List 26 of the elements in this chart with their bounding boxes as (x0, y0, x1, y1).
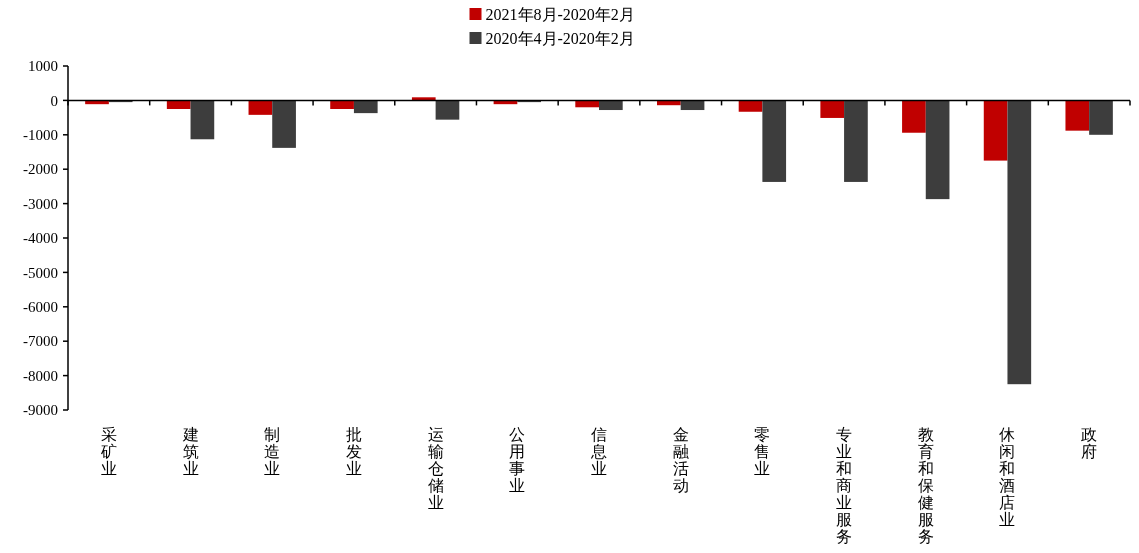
legend-label: 2021年8月-2020年2月 (485, 5, 635, 23)
y-tick-label: -9000 (23, 402, 58, 419)
y-tick-label: -2000 (23, 161, 58, 178)
y-tick-label: -1000 (23, 127, 58, 144)
x-tick-label: 专业和商业服务 (836, 426, 853, 545)
x-tick-label: 政府 (1081, 426, 1098, 460)
x-tick-label: 教育和保健服务 (917, 426, 934, 545)
x-tick-label: 休闲和酒店业 (999, 426, 1016, 528)
y-tick-label: 0 (50, 92, 58, 109)
x-tick-label: 信息业 (590, 426, 607, 477)
y-tick-label: -7000 (23, 333, 58, 350)
x-tick-label: 金融活动 (672, 426, 689, 494)
x-tick-label: 建筑业 (181, 426, 199, 477)
y-tick-label: -3000 (23, 195, 58, 212)
y-tick-label: -6000 (23, 299, 58, 316)
legend-label: 2020年4月-2020年2月 (485, 29, 635, 47)
x-tick-label: 运输仓储业 (427, 426, 444, 511)
x-tick-label: 采矿业 (99, 426, 117, 477)
x-tick-label: 制造业 (264, 426, 281, 477)
x-tick-label: 公用事业 (509, 426, 526, 494)
x-tick-label: 零售业 (754, 426, 771, 477)
y-tick-label: -5000 (23, 264, 58, 281)
y-tick-label: -4000 (23, 230, 58, 247)
y-tick-label: -8000 (23, 367, 58, 384)
x-tick-label: 批发业 (345, 426, 362, 477)
y-tick-label: 1000 (28, 58, 58, 75)
